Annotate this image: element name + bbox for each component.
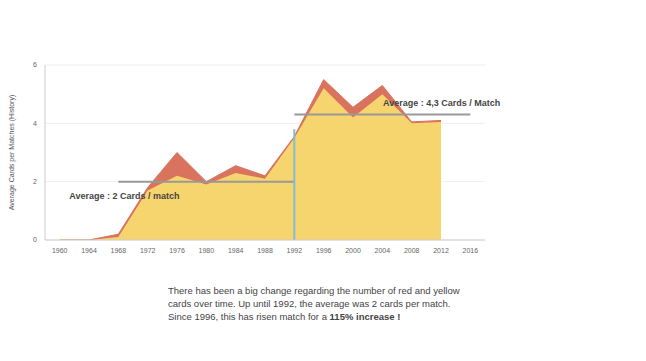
- svg-text:2000: 2000: [345, 247, 361, 254]
- svg-text:2012: 2012: [433, 247, 449, 254]
- svg-text:1960: 1960: [52, 247, 68, 254]
- html-text:There has been a big change re: There has been a big change regarding th…: [168, 285, 460, 322]
- svg-text:1976: 1976: [169, 247, 185, 254]
- svg-text:1964: 1964: [81, 247, 97, 254]
- svg-text:Average Cards per Matches (His: Average Cards per Matches (History): [8, 95, 16, 210]
- svg-text:1992: 1992: [287, 247, 303, 254]
- svg-text:6: 6: [33, 61, 37, 68]
- svg-text:2016: 2016: [463, 247, 479, 254]
- svg-text:2004: 2004: [375, 247, 391, 254]
- svg-text:0: 0: [33, 236, 37, 243]
- svg-text:1988: 1988: [257, 247, 273, 254]
- svg-text:1984: 1984: [228, 247, 244, 254]
- svg-text:2: 2: [33, 178, 37, 185]
- svg-text:Average : 4,3 Cards / Match: Average : 4,3 Cards / Match: [383, 98, 500, 108]
- svg-text:1972: 1972: [140, 247, 156, 254]
- svg-text:4: 4: [33, 120, 37, 127]
- svg-text:1968: 1968: [111, 247, 127, 254]
- svg-text:Average : 2 Cards / match: Average : 2 Cards / match: [69, 191, 179, 201]
- svg-text:1996: 1996: [316, 247, 332, 254]
- svg-text:1980: 1980: [199, 247, 215, 254]
- svg-text:2008: 2008: [404, 247, 420, 254]
